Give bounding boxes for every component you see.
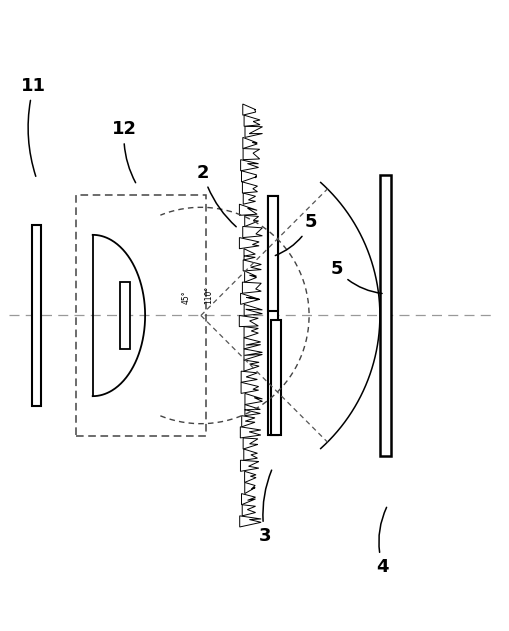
- Polygon shape: [242, 416, 255, 427]
- Polygon shape: [241, 171, 257, 182]
- Polygon shape: [241, 382, 259, 393]
- Polygon shape: [243, 438, 258, 449]
- Polygon shape: [240, 516, 261, 527]
- Polygon shape: [244, 349, 262, 360]
- Text: 45°: 45°: [182, 290, 191, 304]
- Polygon shape: [240, 460, 259, 471]
- Polygon shape: [245, 126, 263, 138]
- Polygon shape: [242, 282, 261, 293]
- Polygon shape: [241, 493, 256, 505]
- Text: 2: 2: [196, 164, 236, 227]
- Polygon shape: [241, 293, 260, 304]
- Polygon shape: [240, 427, 261, 438]
- Text: 3: 3: [259, 470, 272, 545]
- Bar: [268, 196, 277, 435]
- Bar: [120, 282, 130, 349]
- Polygon shape: [243, 260, 261, 271]
- Polygon shape: [245, 215, 259, 227]
- Polygon shape: [245, 271, 257, 282]
- Polygon shape: [245, 404, 261, 416]
- Polygon shape: [245, 483, 255, 493]
- Polygon shape: [244, 449, 258, 460]
- Polygon shape: [239, 204, 257, 215]
- Polygon shape: [243, 138, 257, 148]
- Bar: [32, 225, 41, 406]
- Polygon shape: [241, 371, 258, 382]
- Polygon shape: [244, 360, 259, 371]
- Polygon shape: [243, 104, 256, 115]
- Polygon shape: [244, 304, 263, 316]
- Text: 5: 5: [330, 260, 382, 293]
- Text: 4: 4: [377, 507, 389, 576]
- Text: 5: 5: [275, 213, 317, 256]
- Polygon shape: [244, 249, 256, 260]
- Polygon shape: [239, 238, 259, 249]
- Polygon shape: [245, 471, 256, 483]
- Text: 11: 11: [21, 77, 46, 176]
- Polygon shape: [243, 193, 256, 204]
- Polygon shape: [243, 227, 263, 238]
- Bar: [271, 321, 280, 435]
- Polygon shape: [244, 327, 259, 338]
- Bar: [268, 196, 277, 310]
- Polygon shape: [244, 338, 261, 349]
- Text: 12: 12: [111, 121, 137, 183]
- Text: 110°: 110°: [204, 285, 213, 304]
- Polygon shape: [245, 393, 263, 404]
- Bar: [380, 175, 391, 456]
- Polygon shape: [243, 148, 260, 160]
- Polygon shape: [244, 115, 260, 126]
- Polygon shape: [242, 505, 256, 516]
- Polygon shape: [242, 182, 258, 193]
- Polygon shape: [241, 160, 259, 171]
- Polygon shape: [239, 316, 258, 327]
